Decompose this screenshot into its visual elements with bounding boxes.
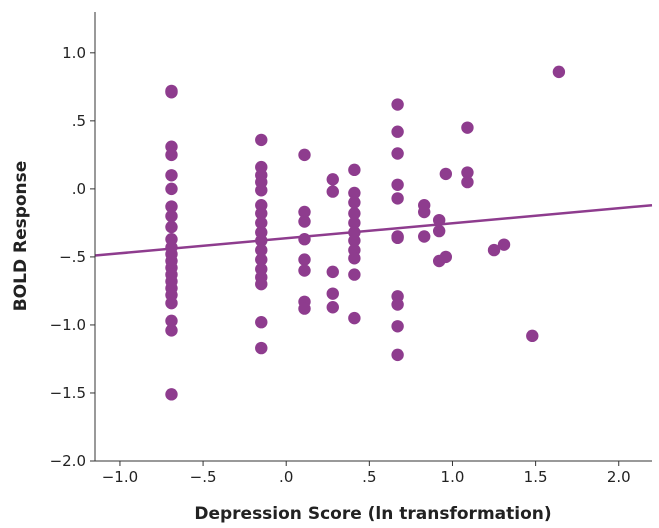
data-point: [326, 265, 339, 279]
data-point: [418, 205, 431, 219]
data-point: [298, 205, 311, 219]
y-tick-label: −1.5: [50, 384, 86, 402]
data-point: [255, 341, 268, 355]
data-point: [348, 268, 361, 281]
data-point: [526, 329, 539, 343]
data-point: [165, 220, 178, 234]
x-tick-label: 1.0: [441, 468, 465, 486]
data-point: [165, 86, 178, 99]
data-point: [391, 147, 404, 160]
x-axis-title: Depression Score (ln transformation): [194, 504, 551, 524]
data-point: [255, 133, 268, 147]
data-point: [255, 184, 268, 197]
data-point: [298, 253, 311, 266]
data-point: [255, 234, 268, 247]
data-point: [298, 215, 311, 228]
data-point: [391, 192, 404, 205]
data-point: [165, 209, 178, 223]
y-ticks: 1.0 .5 .0 −.5 −1.0 −1.5 −2.0: [50, 44, 95, 470]
data-point: [326, 287, 339, 300]
data-point: [552, 65, 566, 79]
data-point: [348, 216, 361, 230]
data-point: [165, 324, 178, 337]
data-point: [391, 231, 404, 245]
data-point: [432, 213, 446, 227]
x-ticks: −1.0 −.5 .0 .5 1.0 1.5 2.0: [102, 461, 631, 486]
data-point: [418, 230, 431, 243]
data-point: [326, 301, 339, 314]
data-point: [348, 207, 361, 220]
data-point: [165, 388, 178, 401]
x-tick-label: 1.5: [524, 468, 548, 486]
data-point: [348, 252, 361, 265]
data-point: [432, 224, 446, 238]
data-point: [298, 264, 311, 277]
data-point: [298, 148, 311, 162]
data-point: [461, 175, 474, 189]
data-point: [165, 296, 178, 310]
data-point: [165, 148, 178, 162]
y-tick-label: −2.0: [50, 452, 86, 470]
plot-area: [94, 65, 653, 401]
y-tick-label: .0: [72, 180, 86, 198]
fit-line: [94, 203, 653, 257]
data-point: [391, 298, 404, 311]
data-point: [165, 200, 178, 213]
data-point: [255, 277, 268, 291]
x-tick-label: −.5: [190, 468, 217, 486]
data-point: [255, 253, 268, 266]
x-tick-label: .0: [279, 468, 293, 486]
data-point: [391, 348, 404, 362]
data-point: [439, 167, 453, 181]
data-point: [298, 302, 311, 315]
data-point: [298, 233, 311, 246]
data-point: [461, 166, 474, 179]
x-tick-label: .5: [362, 468, 376, 486]
x-tick-label: 2.0: [607, 468, 631, 486]
data-point: [255, 207, 268, 220]
data-point: [391, 320, 404, 333]
x-tick-label: −1.0: [102, 468, 138, 486]
data-point: [348, 196, 361, 209]
data-point: [348, 311, 361, 325]
data-point: [348, 186, 361, 200]
data-point: [487, 243, 501, 257]
y-tick-label: 1.0: [62, 44, 86, 62]
data-point: [165, 314, 178, 328]
data-point: [391, 178, 404, 191]
data-point: [326, 185, 339, 198]
data-point: [255, 243, 268, 257]
data-point: [255, 316, 268, 329]
data-point: [461, 121, 474, 134]
y-axis-title: BOLD Response: [11, 161, 31, 312]
data-point: [348, 163, 361, 177]
y-tick-label: −.5: [59, 248, 86, 266]
data-point: [165, 182, 178, 196]
data-point: [391, 125, 404, 138]
data-point: [439, 250, 453, 264]
data-point: [326, 173, 339, 186]
data-point: [348, 234, 361, 247]
data-point: [391, 98, 404, 111]
data-point: [497, 238, 511, 251]
data-point: [165, 169, 178, 182]
data-point: [255, 216, 268, 230]
y-tick-label: .5: [72, 112, 86, 130]
y-tick-label: −1.0: [50, 316, 86, 334]
